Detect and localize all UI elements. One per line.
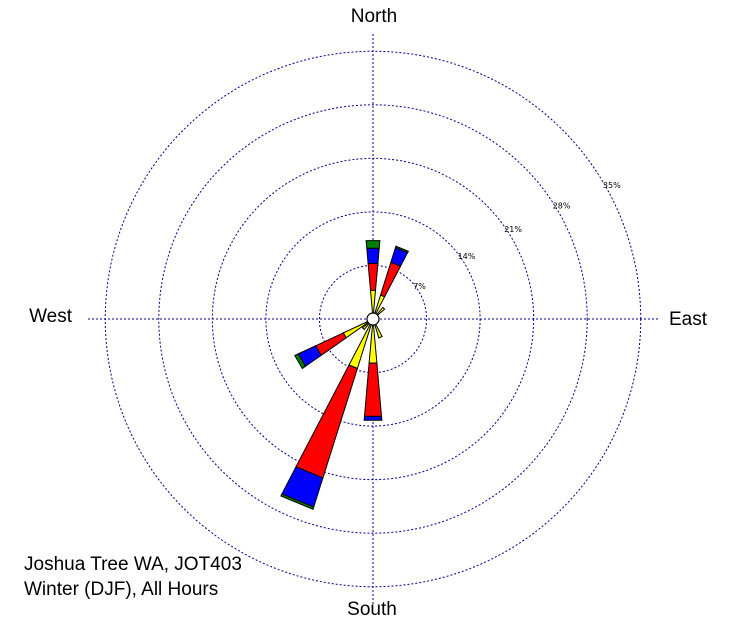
direction-label-south: South xyxy=(347,599,397,620)
petal-segment xyxy=(294,353,307,370)
petal-segment xyxy=(394,245,410,254)
center-calm-circle xyxy=(366,312,380,326)
petal-segment xyxy=(374,323,383,339)
direction-label-west: West xyxy=(29,306,73,327)
ring-label-7: 7% xyxy=(413,282,426,291)
petal xyxy=(374,245,410,315)
petal-segment xyxy=(280,493,315,510)
ring-label-28: 28% xyxy=(553,202,571,211)
petal-segment xyxy=(368,324,378,364)
ring-label-35: 35% xyxy=(603,181,621,190)
petal xyxy=(294,320,369,370)
petal-segment xyxy=(363,362,383,417)
ring-label-14: 14% xyxy=(458,252,476,261)
ring-labels: 7% 14% 21% 28% 35% xyxy=(413,181,621,291)
petal-segment xyxy=(379,261,402,298)
petals xyxy=(280,240,410,510)
petal-segment xyxy=(295,364,359,479)
grid-ring xyxy=(158,104,588,534)
petal xyxy=(363,324,383,421)
station-caption: Joshua Tree WA, JOT403 xyxy=(24,554,242,575)
ring-label-21: 21% xyxy=(504,225,522,234)
direction-label-north: North xyxy=(351,6,397,27)
petal-segment xyxy=(367,263,379,291)
petal xyxy=(280,323,372,510)
season-caption: Winter (DJF), All Hours xyxy=(24,579,219,600)
petal-segment xyxy=(363,415,383,421)
petal xyxy=(365,240,381,314)
petal-segment xyxy=(369,289,377,314)
grid-ring xyxy=(318,264,428,374)
petal-segment xyxy=(365,240,381,249)
direction-label-east: East xyxy=(669,309,708,330)
petal xyxy=(374,323,383,339)
petal-segment xyxy=(366,247,380,264)
